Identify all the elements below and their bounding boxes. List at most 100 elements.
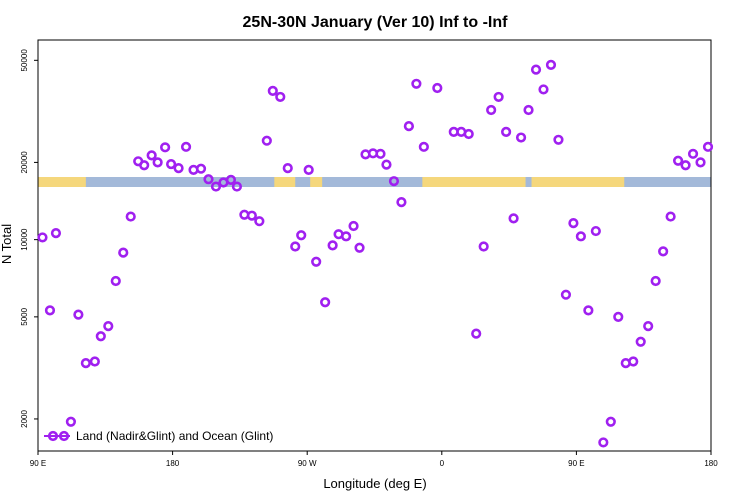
data-point — [354, 242, 365, 253]
data-point — [598, 437, 609, 448]
data-point — [180, 141, 192, 152]
y-tick-label: 5000 — [20, 307, 29, 325]
data-point — [348, 220, 359, 232]
data-point — [478, 241, 489, 252]
data-point — [152, 157, 163, 168]
data-point — [146, 150, 157, 161]
data-point — [65, 416, 77, 427]
data-point — [411, 78, 422, 89]
x-tick-label: 180 — [704, 459, 718, 468]
data-point — [261, 135, 272, 146]
plot-frame — [37, 39, 712, 452]
land-segment — [422, 177, 526, 187]
data-point — [560, 289, 572, 300]
data-point — [486, 104, 497, 116]
data-point — [590, 225, 601, 237]
ocean-band — [38, 177, 711, 187]
data-point — [553, 134, 564, 145]
data-point — [418, 141, 429, 152]
land-segment — [310, 177, 323, 187]
data-point — [173, 163, 184, 174]
data-point — [375, 148, 386, 159]
data-point — [37, 232, 48, 243]
y-axis-label: N Total — [0, 224, 14, 264]
data-point — [160, 142, 171, 153]
data-point — [311, 256, 322, 267]
chart-title: 25N-30N January (Ver 10) Inf to -Inf — [243, 14, 509, 31]
data-point — [296, 230, 307, 241]
data-point — [110, 275, 121, 287]
data-point — [538, 84, 549, 95]
data-point — [95, 331, 106, 342]
data-point — [508, 213, 519, 224]
data-point — [672, 155, 684, 166]
x-tick-label: 180 — [166, 459, 180, 468]
land-segment — [38, 177, 86, 187]
data-point — [687, 148, 699, 159]
data-point — [403, 121, 414, 132]
data-point — [80, 358, 91, 369]
data-point — [501, 126, 512, 137]
y-tick-label: 2000 — [20, 409, 29, 427]
data-point — [583, 305, 594, 316]
data-point — [530, 64, 542, 75]
legend-label: Land (Nadir&Glint) and Ocean (Glint) — [76, 429, 273, 443]
y-tick-label: 10000 — [20, 228, 29, 251]
data-point — [44, 305, 56, 316]
data-point — [290, 241, 301, 252]
data-point — [340, 231, 352, 242]
data-point — [166, 158, 177, 170]
land-ocean-strip — [38, 177, 711, 187]
data-point — [203, 174, 214, 185]
data-point — [50, 228, 62, 239]
data-point — [658, 246, 669, 257]
land-segment — [274, 177, 296, 187]
data-point — [275, 91, 286, 103]
data-point — [613, 311, 624, 322]
y-tick-label: 50000 — [20, 49, 29, 72]
data-point — [628, 356, 639, 367]
x-tick-label: 90 E — [30, 459, 46, 468]
data-point — [702, 141, 714, 152]
data-point — [282, 163, 293, 174]
data-point — [267, 85, 278, 96]
land-segment — [531, 177, 625, 187]
data-point — [254, 216, 265, 227]
data-point — [103, 321, 114, 332]
legend-marker — [58, 430, 70, 442]
data-point — [396, 197, 407, 208]
data-point — [210, 181, 222, 192]
x-axis-label: Longitude (deg E) — [323, 476, 426, 491]
data-point — [523, 104, 534, 116]
x-tick-label: 90 W — [298, 459, 317, 468]
data-point — [303, 164, 314, 175]
data-point — [125, 211, 136, 222]
data-point — [463, 128, 474, 140]
axes: 90 E 180 90 W 0 90 E 180 2000 5000 10000 20000 500… — [20, 39, 718, 468]
data-point — [605, 416, 616, 427]
data-point — [665, 211, 676, 222]
data-point — [635, 336, 646, 347]
data-point — [327, 240, 338, 251]
data-point — [89, 356, 100, 367]
x-tick-label: 0 — [440, 459, 445, 468]
data-point — [139, 160, 150, 171]
data-point — [73, 309, 84, 320]
data-point — [471, 328, 482, 339]
data-point — [320, 297, 331, 308]
data-point — [680, 160, 691, 171]
y-tick-label: 20000 — [20, 151, 29, 174]
data-point — [195, 163, 207, 174]
data-point — [388, 176, 400, 187]
data-point — [643, 321, 654, 332]
x-tick-label: 90 E — [568, 459, 584, 468]
data-point — [493, 91, 504, 103]
data-point — [575, 231, 586, 242]
data-point — [545, 59, 557, 70]
legend-marker — [47, 430, 59, 442]
data-point — [568, 217, 579, 229]
data-point — [515, 132, 527, 143]
data-point — [246, 210, 257, 221]
legend: Land (Nadir&Glint) and Ocean (Glint) — [44, 429, 273, 443]
